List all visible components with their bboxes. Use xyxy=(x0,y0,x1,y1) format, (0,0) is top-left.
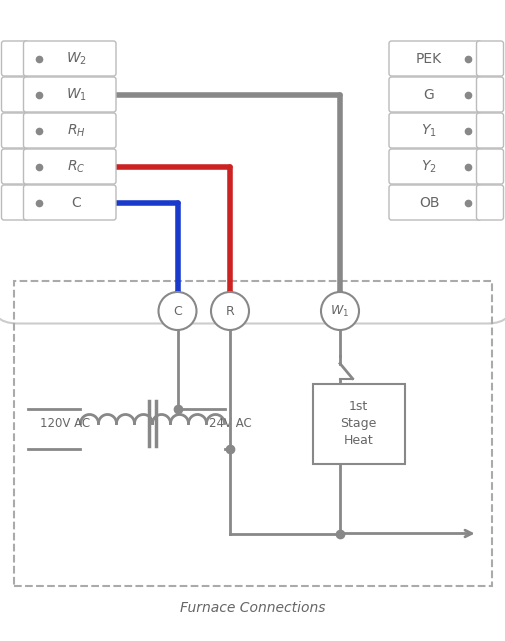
Text: Furnace Connections: Furnace Connections xyxy=(180,601,325,615)
Circle shape xyxy=(321,292,359,330)
FancyBboxPatch shape xyxy=(2,113,28,148)
Text: $R_H$: $R_H$ xyxy=(67,122,85,138)
FancyBboxPatch shape xyxy=(0,0,505,324)
Circle shape xyxy=(211,292,249,330)
Bar xyxy=(313,383,405,463)
FancyBboxPatch shape xyxy=(389,41,481,76)
FancyBboxPatch shape xyxy=(389,77,481,112)
Text: C: C xyxy=(71,196,81,210)
FancyBboxPatch shape xyxy=(24,149,116,184)
FancyBboxPatch shape xyxy=(24,113,116,148)
Text: 1st
Stage
Heat: 1st Stage Heat xyxy=(340,400,377,447)
Text: G: G xyxy=(424,88,434,101)
FancyBboxPatch shape xyxy=(24,77,116,112)
FancyBboxPatch shape xyxy=(477,113,503,148)
FancyBboxPatch shape xyxy=(2,77,28,112)
FancyBboxPatch shape xyxy=(477,149,503,184)
FancyBboxPatch shape xyxy=(389,149,481,184)
FancyBboxPatch shape xyxy=(24,41,116,76)
Text: 120V AC: 120V AC xyxy=(40,417,90,430)
Text: PEK: PEK xyxy=(416,51,442,65)
Circle shape xyxy=(159,292,196,330)
Text: $Y_2$: $Y_2$ xyxy=(421,158,437,175)
FancyBboxPatch shape xyxy=(389,113,481,148)
FancyBboxPatch shape xyxy=(2,41,28,76)
FancyBboxPatch shape xyxy=(477,185,503,220)
Text: C: C xyxy=(173,304,182,317)
Bar xyxy=(14,281,491,586)
Text: $W_1$: $W_1$ xyxy=(330,303,349,319)
FancyBboxPatch shape xyxy=(2,149,28,184)
Text: OB: OB xyxy=(419,196,439,210)
Text: $W_1$: $W_1$ xyxy=(66,87,86,103)
FancyBboxPatch shape xyxy=(389,185,481,220)
Text: R: R xyxy=(226,304,234,317)
FancyBboxPatch shape xyxy=(477,77,503,112)
FancyBboxPatch shape xyxy=(24,185,116,220)
FancyBboxPatch shape xyxy=(2,185,28,220)
Text: $Y_1$: $Y_1$ xyxy=(421,122,437,138)
FancyBboxPatch shape xyxy=(477,41,503,76)
Text: 24V AC: 24V AC xyxy=(209,417,251,430)
Text: $R_C$: $R_C$ xyxy=(67,158,85,175)
Text: $W_2$: $W_2$ xyxy=(66,50,86,67)
